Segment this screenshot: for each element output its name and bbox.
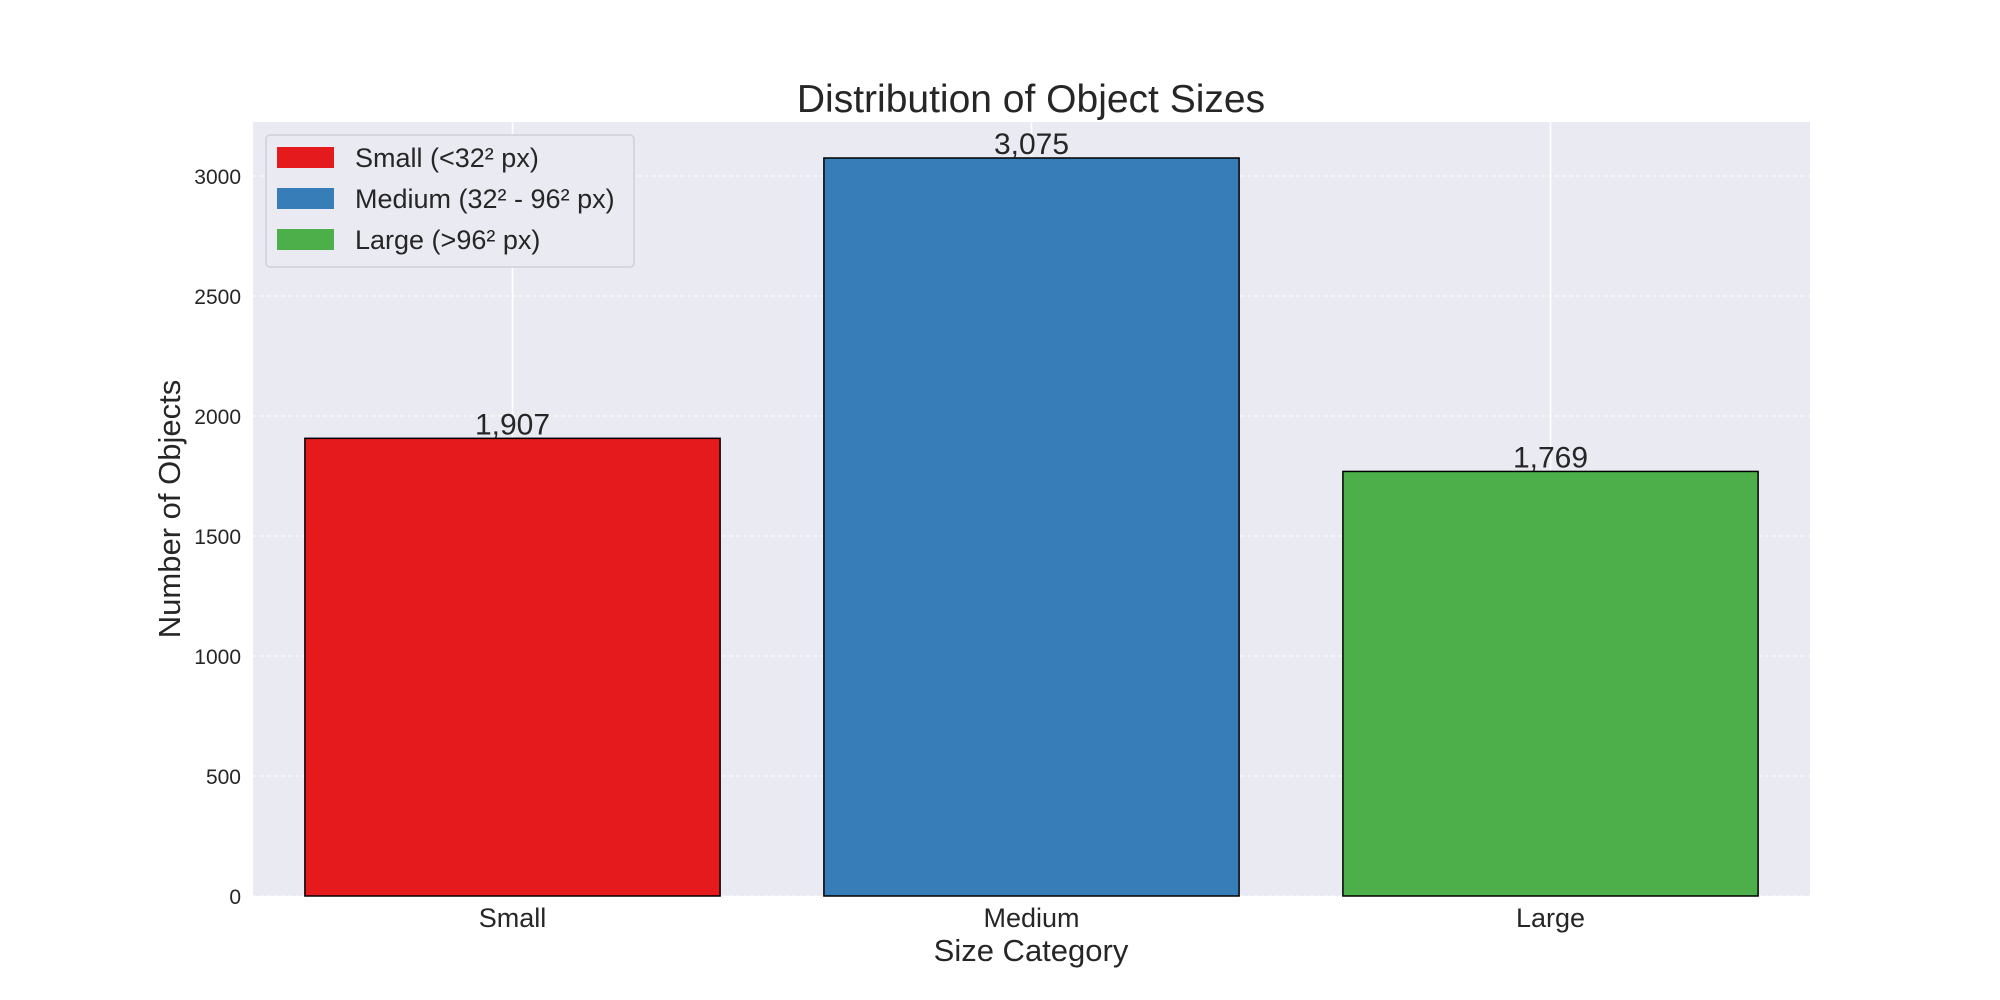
y-tick-label-500: 500	[206, 766, 241, 789]
x-tick-label-medium: Medium	[983, 903, 1079, 933]
chart-title: Distribution of Object Sizes	[797, 78, 1265, 121]
y-tick-label-0: 0	[229, 886, 241, 909]
legend: Small (<32² px) Medium (32² - 96² px) La…	[265, 134, 635, 268]
y-tick-label-1000: 1000	[194, 646, 241, 669]
legend-label-small: Small (<32² px)	[355, 143, 539, 173]
legend-swatch-small	[277, 147, 334, 168]
y-tick-label-3000: 3000	[194, 166, 241, 189]
legend-swatch-medium	[277, 188, 334, 209]
bar-large	[1342, 470, 1759, 897]
legend-box	[265, 134, 635, 268]
data-labels: 1,907 3,075 1,769	[475, 128, 1588, 474]
y-axis-ticks: 0 500 1000 1500 2000 2500 3000	[194, 166, 241, 909]
y-tick-label-2000: 2000	[194, 406, 241, 429]
x-axis-label: Size Category	[934, 933, 1129, 968]
x-axis-ticks: Small Medium Large	[479, 903, 1585, 933]
data-label-small: 1,907	[475, 408, 550, 441]
legend-label-large: Large (>96² px)	[355, 225, 540, 255]
bars	[304, 157, 1759, 897]
y-axis-label: Number of Objects	[152, 380, 187, 638]
legend-label-medium: Medium (32² - 96² px)	[355, 184, 615, 214]
data-label-large: 1,769	[1513, 441, 1588, 474]
y-tick-label-2500: 2500	[194, 286, 241, 309]
legend-swatch-large	[277, 229, 334, 250]
x-tick-label-large: Large	[1516, 903, 1585, 933]
bar-small	[304, 437, 721, 897]
data-label-medium: 3,075	[994, 128, 1069, 161]
y-tick-label-1500: 1500	[194, 526, 241, 549]
bar-medium	[823, 157, 1240, 897]
x-tick-label-small: Small	[479, 903, 547, 933]
